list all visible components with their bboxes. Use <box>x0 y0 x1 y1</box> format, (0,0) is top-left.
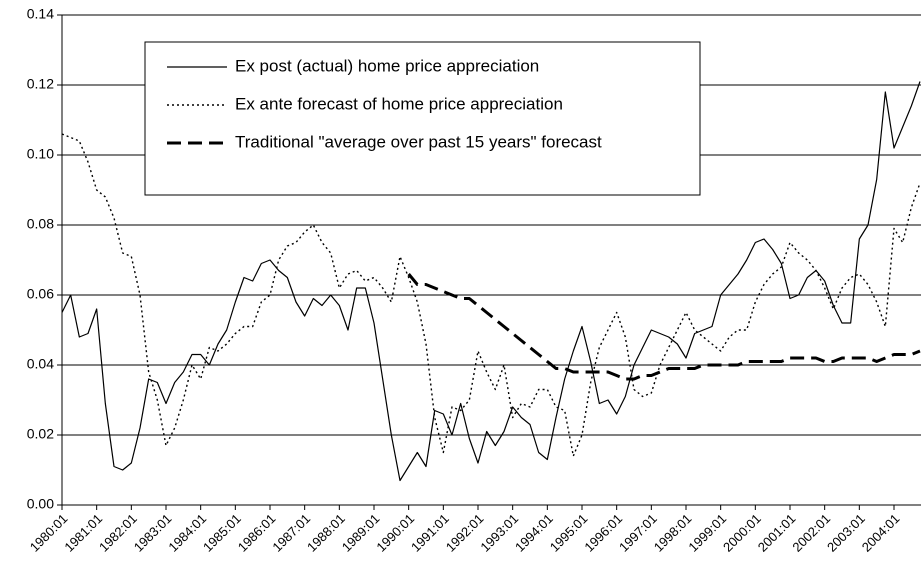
x-tick-label: 2000:01 <box>720 511 764 555</box>
x-tick-label: 1999:01 <box>685 511 729 555</box>
x-tick-label: 1988:01 <box>304 511 348 555</box>
x-tick-label: 1981:01 <box>61 511 105 555</box>
x-tick-label: 2002:01 <box>789 511 833 555</box>
x-tick-label: 1989:01 <box>339 511 383 555</box>
series-line <box>407 273 921 381</box>
x-tick-label: 2004:01 <box>859 511 903 555</box>
x-tick-label: 1986:01 <box>235 511 279 555</box>
y-tick-label: 0.12 <box>27 76 54 92</box>
x-tick-label: 1983:01 <box>131 511 175 555</box>
x-tick-label: 1996:01 <box>581 511 625 555</box>
x-tick-label: 1995:01 <box>547 511 591 555</box>
x-tick-label: 1987:01 <box>269 511 313 555</box>
y-tick-label: 0.14 <box>27 6 54 22</box>
x-tick-label: 1985:01 <box>200 511 244 555</box>
legend-label: Ex ante forecast of home price appreciat… <box>235 94 563 113</box>
x-tick-label: 1998:01 <box>651 511 695 555</box>
x-tick-label: 1984:01 <box>165 511 209 555</box>
x-tick-label: 2001:01 <box>755 511 799 555</box>
legend: Ex post (actual) home price appreciation… <box>144 41 701 196</box>
y-tick-label: 0.10 <box>27 146 54 162</box>
x-tick-label: 1993:01 <box>477 511 521 555</box>
legend-label: Traditional "average over past 15 years"… <box>235 132 602 151</box>
x-tick-label: 1997:01 <box>616 511 660 555</box>
series-line <box>61 81 921 482</box>
y-tick-label: 0.00 <box>27 496 54 512</box>
x-tick-label: 1980:01 <box>27 511 71 555</box>
legend-label: Ex post (actual) home price appreciation <box>235 56 539 75</box>
series-line <box>61 133 921 457</box>
legend-box <box>144 41 701 196</box>
x-tick-label: 1982:01 <box>96 511 140 555</box>
y-tick-label: 0.02 <box>27 426 54 442</box>
x-tick-label: 1991:01 <box>408 511 452 555</box>
y-tick-label: 0.06 <box>27 286 54 302</box>
y-tick-label: 0.04 <box>27 356 54 372</box>
x-tick-label: 1994:01 <box>512 511 556 555</box>
x-tick-label: 2003:01 <box>824 511 868 555</box>
x-tick-label: 1992:01 <box>443 511 487 555</box>
x-tick-label: 1990:01 <box>373 511 417 555</box>
y-tick-label: 0.08 <box>27 216 54 232</box>
